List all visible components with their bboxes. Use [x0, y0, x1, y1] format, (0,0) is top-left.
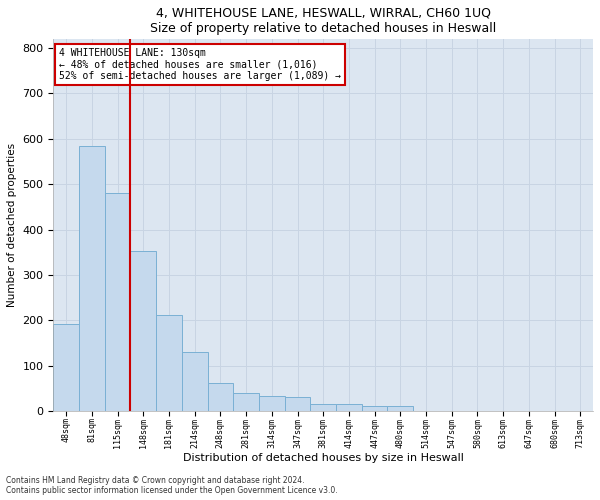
Bar: [79, 146, 105, 411]
Bar: [284, 396, 310, 411]
X-axis label: Distribution of detached houses by size in Heswall: Distribution of detached houses by size …: [183, 453, 464, 463]
Bar: [362, 406, 388, 411]
Bar: [233, 393, 259, 411]
Bar: [105, 194, 130, 411]
Bar: [53, 324, 79, 411]
Title: 4, WHITEHOUSE LANE, HESWALL, WIRRAL, CH60 1UQ
Size of property relative to detac: 4, WHITEHOUSE LANE, HESWALL, WIRRAL, CH6…: [150, 7, 496, 35]
Bar: [388, 406, 413, 411]
Bar: [156, 314, 182, 411]
Bar: [208, 383, 233, 411]
Text: Contains HM Land Registry data © Crown copyright and database right 2024.
Contai: Contains HM Land Registry data © Crown c…: [6, 476, 338, 495]
Bar: [130, 252, 156, 411]
Bar: [259, 396, 284, 411]
Bar: [310, 404, 336, 411]
Bar: [336, 404, 362, 411]
Text: 4 WHITEHOUSE LANE: 130sqm
← 48% of detached houses are smaller (1,016)
52% of se: 4 WHITEHOUSE LANE: 130sqm ← 48% of detac…: [59, 48, 341, 82]
Y-axis label: Number of detached properties: Number of detached properties: [7, 143, 17, 307]
Bar: [182, 352, 208, 411]
